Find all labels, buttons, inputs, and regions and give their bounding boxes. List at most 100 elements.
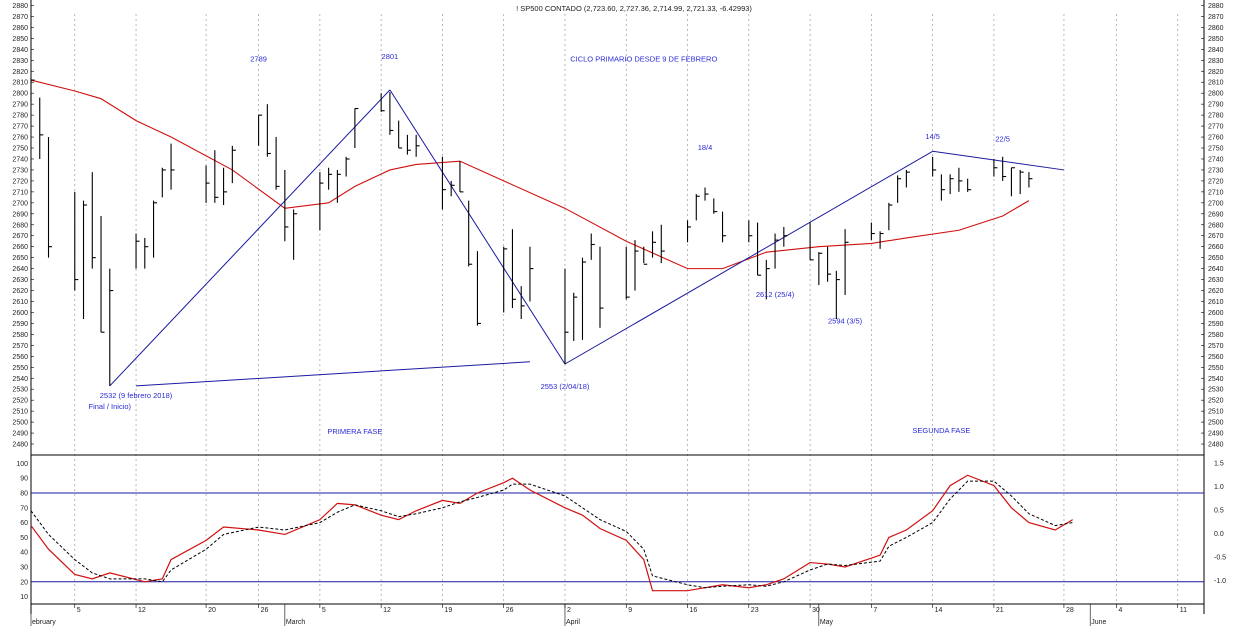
axes: 2880287028602850284028302820281028002790… xyxy=(12,3,1226,626)
price-tick-label-right: 2690 xyxy=(1208,211,1224,218)
trend-line xyxy=(564,150,933,365)
price-tick-label-right: 2520 xyxy=(1208,398,1224,405)
price-tick-label-left: 2640 xyxy=(12,266,28,273)
price-tick-label-right: 2680 xyxy=(1208,222,1224,229)
x-tick-label: 12 xyxy=(383,607,391,614)
ohlc-bar xyxy=(757,222,762,276)
ohlc-bar xyxy=(581,257,586,340)
chart-annotation: PRIMERA FASE xyxy=(327,427,382,436)
ohlc-bar xyxy=(214,150,219,203)
price-tick-label-right: 2610 xyxy=(1208,299,1224,306)
price-tick-label-left: 2820 xyxy=(12,69,28,76)
chart-title: ! SP500 CONTADO (2,723.60, 2,727.36, 2,7… xyxy=(516,4,752,13)
price-tick-label-left: 2780 xyxy=(12,113,28,120)
price-tick-label-right: 2870 xyxy=(1208,14,1224,21)
trend-line xyxy=(389,89,566,365)
ohlc-bar xyxy=(748,220,753,243)
osc-tick-label-left: 100 xyxy=(16,461,28,468)
price-tick-label-left: 2740 xyxy=(12,156,28,163)
x-tick-label: 16 xyxy=(690,607,698,614)
chart-annotation: 2801 xyxy=(382,52,399,61)
ohlc-bar xyxy=(958,167,963,192)
ohlc-bar xyxy=(651,231,657,258)
x-tick-label: 20 xyxy=(208,607,216,614)
ohlc-bar xyxy=(905,169,910,188)
price-tick-label-left: 2810 xyxy=(12,80,28,87)
chart-annotation: 18/4 xyxy=(698,143,713,152)
ohlc-bar xyxy=(39,97,44,159)
trend-line xyxy=(136,361,530,387)
osc-tick-label-left: 20 xyxy=(20,579,28,586)
ohlc-bar xyxy=(354,107,359,149)
ohlc-bar xyxy=(406,134,411,155)
ohlc-bar xyxy=(284,169,289,242)
price-tick-label-right: 2560 xyxy=(1208,354,1224,361)
trend-line xyxy=(932,150,1065,171)
ohlc-bar xyxy=(529,246,534,302)
ohlc-bar xyxy=(573,292,578,341)
moving-average-line xyxy=(30,79,1030,270)
chart-annotation: 2553 (2/04/18) xyxy=(541,382,590,391)
price-tick-label-right: 2510 xyxy=(1208,409,1224,416)
price-tick-label-left: 2570 xyxy=(12,343,28,350)
ohlc-bar xyxy=(459,161,464,193)
ohlc-bar xyxy=(520,286,525,320)
month-label: March xyxy=(286,619,306,626)
price-tick-label-left: 2750 xyxy=(12,146,28,153)
ohlc-bar xyxy=(100,215,105,333)
ohlc-bar xyxy=(205,165,210,203)
ohlc-bar xyxy=(695,194,700,221)
price-tick-label-left: 2660 xyxy=(12,244,28,251)
price-tick-label-right: 2800 xyxy=(1208,91,1224,98)
price-tick-label-left: 2860 xyxy=(12,25,28,32)
ohlc-bar xyxy=(809,222,814,261)
price-tick-label-right: 2540 xyxy=(1208,376,1224,383)
price-tick-label-left: 2850 xyxy=(12,36,28,43)
month-label: June xyxy=(1091,619,1106,626)
ohlc-bar xyxy=(967,178,972,192)
price-tick-label-left: 2500 xyxy=(12,420,28,427)
ohlc-bar xyxy=(599,246,604,328)
x-tick-label: 11 xyxy=(1180,607,1187,614)
ohlc-bar xyxy=(765,259,770,300)
osc-tick-label-left: 10 xyxy=(20,594,28,601)
price-tick-label-right: 2770 xyxy=(1208,124,1224,131)
price-tick-label-right: 2480 xyxy=(1208,442,1224,449)
chart-annotation: Final / Inicio) xyxy=(89,402,132,411)
ohlc-bar xyxy=(844,229,849,295)
price-tick-label-left: 2730 xyxy=(12,167,28,174)
price-tick-label-right: 2760 xyxy=(1208,135,1224,142)
ohlc-bar xyxy=(336,169,341,203)
price-tick-label-right: 2740 xyxy=(1208,156,1224,163)
ohlc-bar xyxy=(721,211,727,243)
price-tick-label-right: 2500 xyxy=(1208,420,1224,427)
ohlc-bar xyxy=(398,120,403,149)
chart-annotation: 22/5 xyxy=(995,134,1010,143)
ohlc-bar xyxy=(686,220,692,243)
price-tick-label-left: 2770 xyxy=(12,124,28,131)
chart-annotation: 14/5 xyxy=(925,132,940,141)
ohlc-bar xyxy=(835,270,840,320)
osc-tick-label-left: 90 xyxy=(20,476,28,483)
price-tick-label-left: 2580 xyxy=(12,332,28,339)
price-tick-label-right: 2710 xyxy=(1208,189,1224,196)
price-tick-label-right: 2620 xyxy=(1208,288,1224,295)
oscillator-main-line xyxy=(30,474,1073,592)
price-tick-label-left: 2540 xyxy=(12,376,28,383)
osc-tick-label-left: 70 xyxy=(20,505,28,512)
x-tick-label: 28 xyxy=(1066,607,1074,614)
price-tick-label-left: 2880 xyxy=(12,3,28,10)
ohlc-bar xyxy=(783,226,788,247)
ohlc-bar xyxy=(258,114,263,146)
x-tick-label: 21 xyxy=(996,607,1004,614)
ohlc-bar xyxy=(774,233,779,269)
price-tick-label-left: 2700 xyxy=(12,200,28,207)
ohlc-bar xyxy=(704,187,709,201)
price-tick-label-right: 2860 xyxy=(1208,25,1224,32)
ohlc-bar xyxy=(827,246,832,282)
x-tick-label: 19 xyxy=(444,607,452,614)
price-tick-label-left: 2630 xyxy=(12,277,28,284)
ohlc-bar xyxy=(1002,156,1007,181)
ohlc-bar xyxy=(380,93,385,112)
